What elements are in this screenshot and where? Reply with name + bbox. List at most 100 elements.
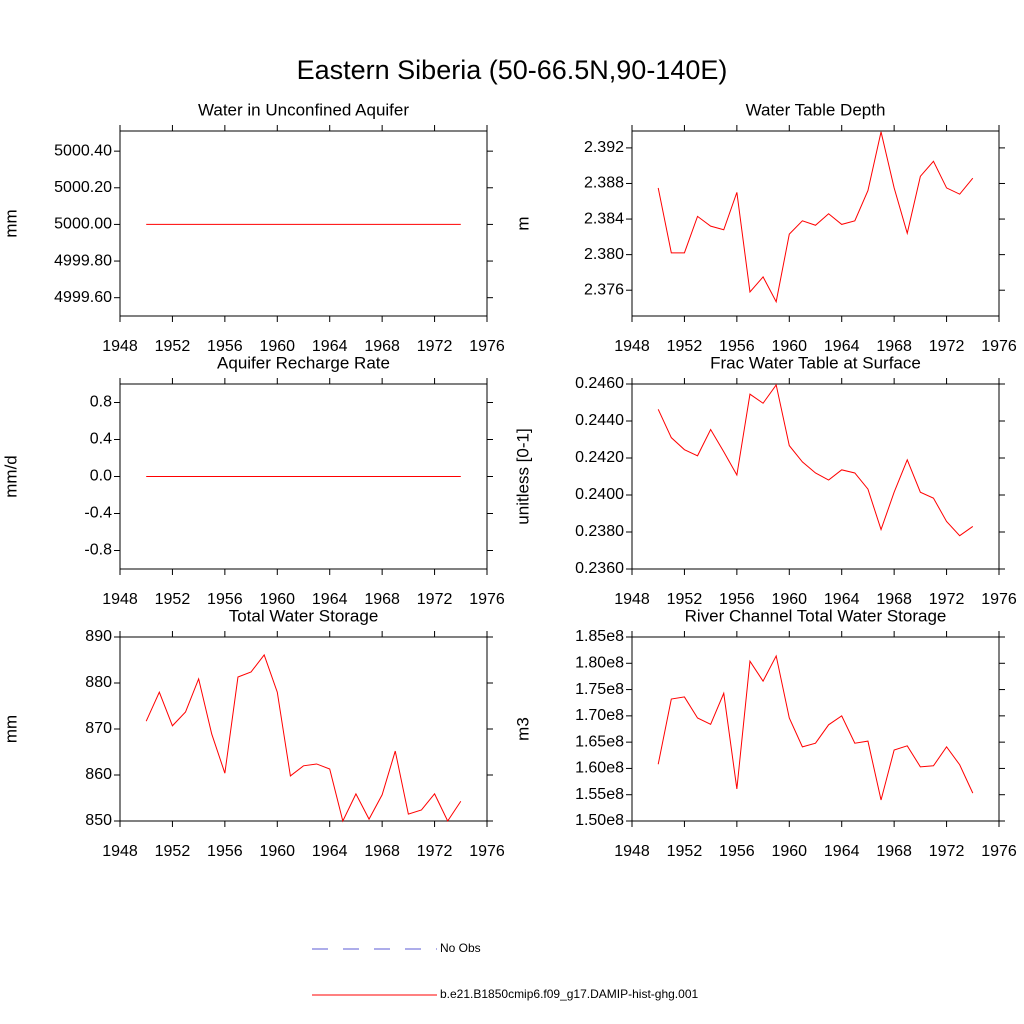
panel-title: River Channel Total Water Storage — [685, 606, 947, 625]
data-line — [145, 653, 462, 823]
y-tick-label: 2.388 — [584, 175, 624, 192]
plot-frame — [119, 130, 488, 317]
panel-title: Water in Unconfined Aquifer — [198, 100, 409, 119]
y-tick-label: 0.2420 — [575, 449, 624, 466]
y-tick-label: 5000.20 — [54, 179, 112, 196]
x-tick-label: 1952 — [155, 843, 191, 860]
x-tick-label: 1972 — [929, 843, 965, 860]
x-tick-label: 1956 — [207, 843, 243, 860]
x-tick-label: 1976 — [469, 338, 505, 355]
plot-frame — [631, 636, 1000, 822]
x-tick-label: 1956 — [719, 591, 755, 608]
x-tick-label: 1968 — [364, 591, 400, 608]
y-tick-label: 2.392 — [584, 139, 624, 156]
x-tick-label: 1952 — [667, 591, 703, 608]
x-tick-label: 1976 — [981, 338, 1017, 355]
x-tick-label: 1948 — [614, 591, 650, 608]
x-tick-label: 1948 — [614, 843, 650, 860]
x-tick-label: 1956 — [207, 338, 243, 355]
y-tick-label: 2.384 — [584, 210, 624, 227]
y-tick-label: 5000.40 — [54, 142, 112, 159]
x-tick-label: 1952 — [667, 338, 703, 355]
x-tick-label: 1968 — [876, 591, 912, 608]
x-tick-label: 1952 — [667, 843, 703, 860]
y-tick-label: 0.4 — [90, 431, 112, 448]
y-tick-label: 0.0 — [90, 468, 112, 485]
x-tick-label: 1968 — [876, 843, 912, 860]
y-axis-label: mm — [1, 209, 20, 237]
x-tick-label: 1956 — [719, 843, 755, 860]
x-tick-label: 1964 — [824, 843, 860, 860]
data-line — [657, 383, 974, 537]
y-tick-label: 1.65e8 — [575, 733, 624, 750]
y-tick-label: 0.2360 — [575, 560, 624, 577]
x-tick-label: 1972 — [417, 338, 453, 355]
y-tick-label: 5000.00 — [54, 216, 112, 233]
x-tick-label: 1952 — [155, 591, 191, 608]
y-tick-label: 1.70e8 — [575, 707, 624, 724]
x-tick-label: 1964 — [312, 338, 348, 355]
y-tick-label: 1.55e8 — [575, 786, 624, 803]
x-tick-label: 1972 — [417, 843, 453, 860]
x-tick-label: 1972 — [929, 591, 965, 608]
x-tick-label: 1976 — [469, 843, 505, 860]
x-tick-label: 1948 — [102, 338, 138, 355]
x-tick-label: 1964 — [312, 843, 348, 860]
y-tick-label: 890 — [85, 628, 112, 645]
x-tick-label: 1948 — [614, 338, 650, 355]
y-tick-label: 860 — [85, 766, 112, 783]
x-tick-label: 1956 — [207, 591, 243, 608]
x-tick-label: 1960 — [259, 591, 295, 608]
x-tick-label: 1952 — [155, 338, 191, 355]
plot-frame — [631, 383, 1000, 570]
x-tick-label: 1964 — [824, 338, 860, 355]
y-tick-label: 4999.80 — [54, 252, 112, 269]
x-tick-label: 1972 — [929, 338, 965, 355]
y-tick-label: 4999.60 — [54, 289, 112, 306]
data-line — [657, 131, 974, 304]
x-tick-label: 1968 — [876, 338, 912, 355]
x-tick-label: 1968 — [364, 338, 400, 355]
x-tick-label: 1976 — [981, 591, 1017, 608]
y-tick-label: 1.80e8 — [575, 655, 624, 672]
figure-title: Eastern Siberia (50-66.5N,90-140E) — [297, 55, 728, 85]
legend-label: b.e21.B1850cmip6.f09_g17.DAMIP-hist-ghg.… — [440, 987, 698, 1001]
x-tick-label: 1960 — [259, 843, 295, 860]
y-tick-label: 0.2440 — [575, 412, 624, 429]
y-axis-label: mm — [1, 715, 20, 743]
y-tick-label: 0.2380 — [575, 523, 624, 540]
y-tick-label: 1.50e8 — [575, 812, 624, 829]
x-tick-label: 1960 — [771, 591, 807, 608]
y-axis-label: mm/d — [1, 455, 20, 498]
x-tick-label: 1948 — [102, 843, 138, 860]
y-axis-label: m — [513, 216, 532, 230]
x-tick-label: 1968 — [364, 843, 400, 860]
x-tick-label: 1964 — [824, 591, 860, 608]
x-tick-label: 1960 — [259, 338, 295, 355]
y-tick-label: -0.8 — [84, 542, 112, 559]
y-tick-label: -0.4 — [84, 505, 112, 522]
x-tick-label: 1976 — [981, 843, 1017, 860]
panel-title: Total Water Storage — [229, 606, 379, 625]
data-line — [657, 654, 974, 801]
x-tick-label: 1960 — [771, 843, 807, 860]
x-tick-label: 1948 — [102, 591, 138, 608]
y-tick-label: 0.2460 — [575, 375, 624, 392]
y-tick-label: 2.380 — [584, 246, 624, 263]
y-tick-label: 850 — [85, 812, 112, 829]
y-tick-label: 870 — [85, 720, 112, 737]
x-tick-label: 1976 — [469, 591, 505, 608]
panel-title: Water Table Depth — [746, 100, 886, 119]
legend-label: No Obs — [440, 941, 481, 955]
x-tick-label: 1956 — [719, 338, 755, 355]
x-tick-label: 1964 — [312, 591, 348, 608]
y-tick-label: 1.75e8 — [575, 681, 624, 698]
plot-frame — [631, 130, 1000, 317]
y-tick-label: 1.60e8 — [575, 760, 624, 777]
panel-title: Frac Water Table at Surface — [710, 353, 921, 372]
y-tick-label: 0.8 — [90, 394, 112, 411]
panel-title: Aquifer Recharge Rate — [217, 353, 390, 372]
y-axis-label: unitless [0-1] — [513, 428, 532, 524]
